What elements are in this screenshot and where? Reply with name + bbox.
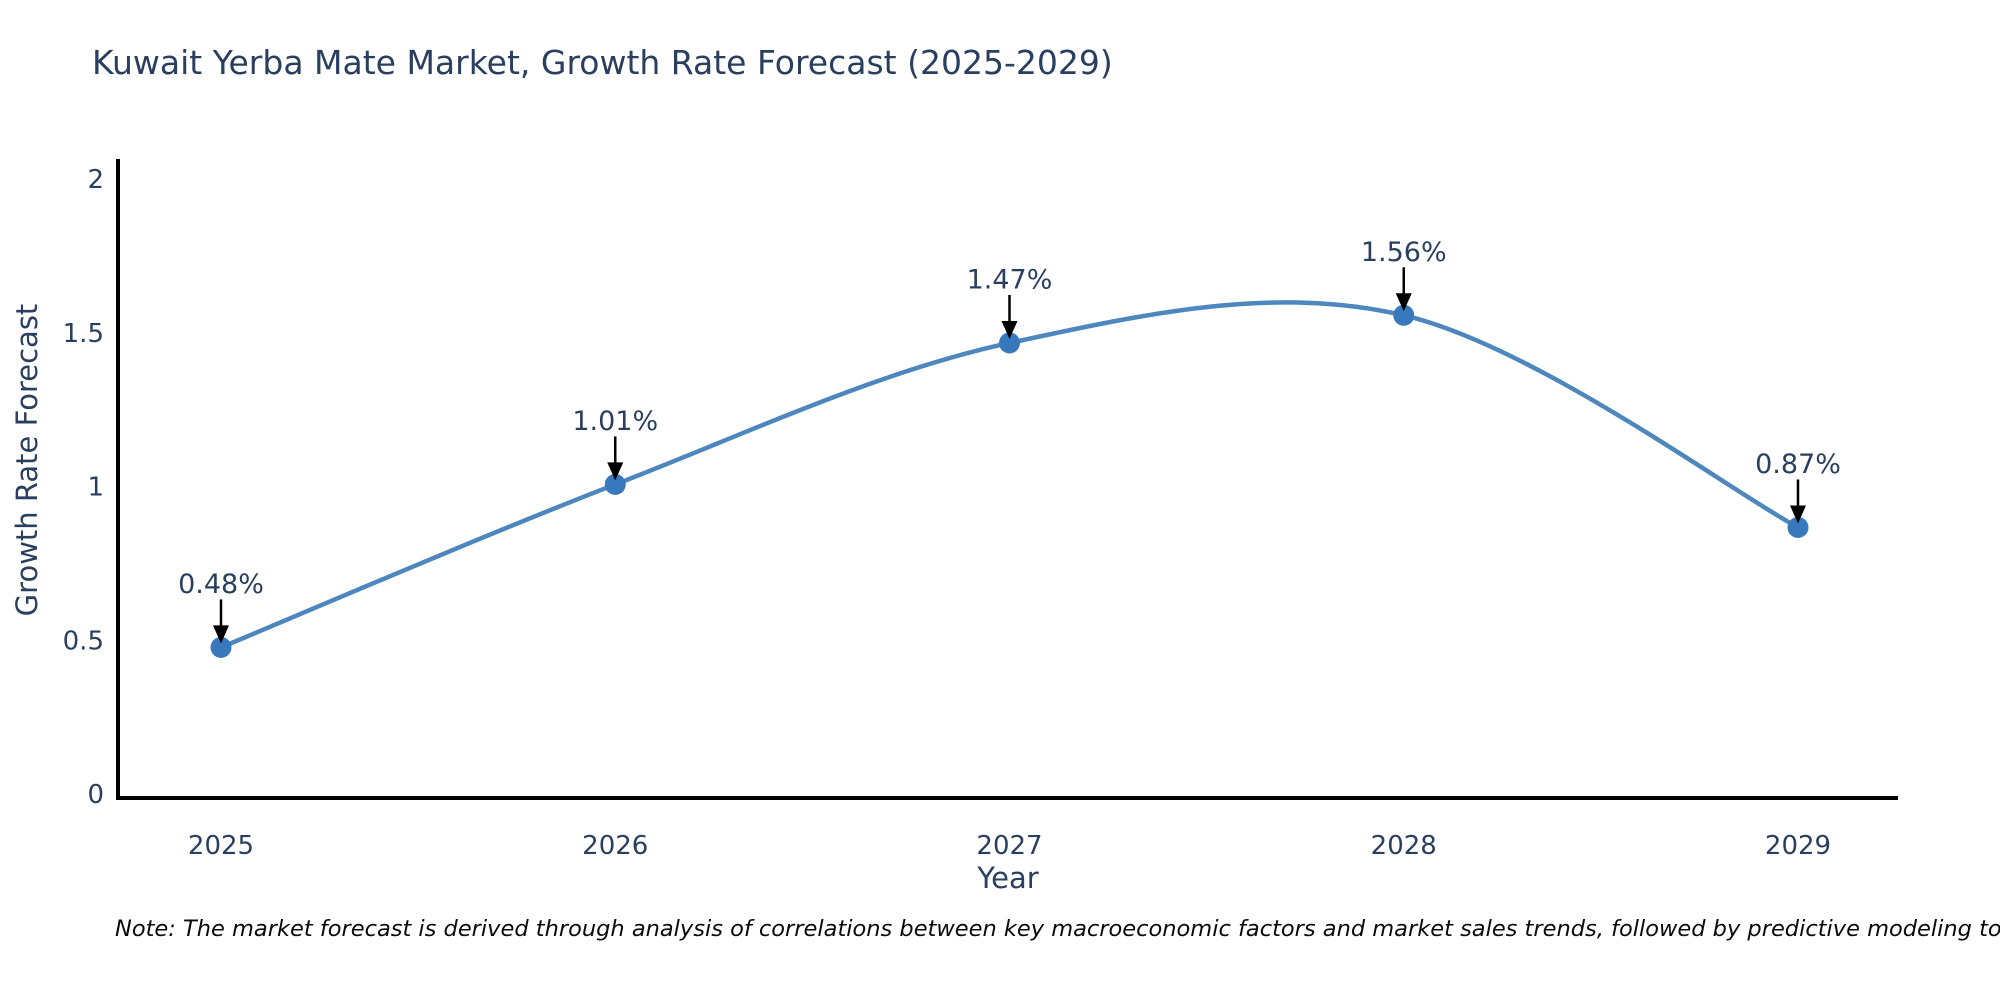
annotation-arrow-head bbox=[1001, 320, 1018, 339]
point-label: 1.47% bbox=[967, 264, 1053, 295]
x-tick-label: 2029 bbox=[1765, 831, 1831, 861]
x-tick-label: 2026 bbox=[582, 831, 648, 861]
annotation-arrow-head bbox=[213, 625, 229, 644]
annotation-arrow-head bbox=[1790, 505, 1806, 524]
x-tick-label: 2025 bbox=[188, 831, 254, 861]
y-tick-label: 0.5 bbox=[63, 626, 104, 656]
point-label: 1.56% bbox=[1361, 237, 1447, 268]
y-tick-label: 1.5 bbox=[63, 319, 104, 349]
y-tick-label: 0 bbox=[87, 780, 104, 810]
annotation-arrow-head bbox=[1395, 293, 1412, 312]
x-tick-label: 2028 bbox=[1371, 831, 1437, 861]
y-tick-label: 1 bbox=[87, 473, 104, 503]
footnote: Note: The market forecast is derived thr… bbox=[115, 916, 2000, 942]
x-axis-title: Year bbox=[976, 861, 1038, 895]
annotation-arrow-head bbox=[607, 462, 624, 481]
data-point-2025 bbox=[210, 636, 232, 658]
data-point-2026 bbox=[604, 473, 626, 495]
data-point-2029 bbox=[1787, 516, 1809, 538]
y-axis-title: Growth Rate Forecast bbox=[10, 304, 44, 617]
x-tick-label: 2027 bbox=[976, 831, 1042, 861]
y-tick-label: 2 bbox=[87, 165, 104, 195]
data-point-2028 bbox=[1393, 304, 1415, 326]
chart-title: Kuwait Yerba Mate Market, Growth Rate Fo… bbox=[92, 43, 1113, 82]
forecast-line bbox=[218, 300, 1801, 650]
point-label: 1.01% bbox=[572, 406, 658, 437]
point-label: 0.87% bbox=[1755, 449, 1841, 480]
data-point-2027 bbox=[999, 332, 1020, 354]
point-label: 0.48% bbox=[178, 569, 264, 600]
axis-lines bbox=[116, 159, 1898, 800]
